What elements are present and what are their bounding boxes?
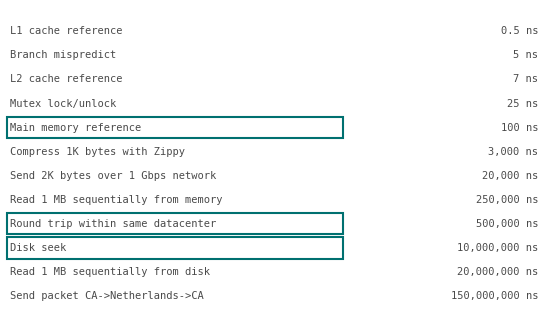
Text: Compress 1K bytes with Zippy: Compress 1K bytes with Zippy: [10, 147, 185, 157]
Text: L1 cache reference: L1 cache reference: [10, 26, 122, 36]
Text: 500,000 ns: 500,000 ns: [476, 219, 538, 229]
Text: Read 1 MB sequentially from memory: Read 1 MB sequentially from memory: [10, 195, 222, 205]
Text: 3,000 ns: 3,000 ns: [488, 147, 538, 157]
Text: Round trip within same datacenter: Round trip within same datacenter: [10, 219, 216, 229]
Text: Disk seek: Disk seek: [10, 243, 66, 253]
Text: 7 ns: 7 ns: [513, 74, 538, 84]
Text: 5 ns: 5 ns: [513, 50, 538, 60]
Text: L2 cache reference: L2 cache reference: [10, 74, 122, 84]
Text: 25 ns: 25 ns: [507, 99, 538, 108]
Text: 0.5 ns: 0.5 ns: [501, 26, 538, 36]
Text: 250,000 ns: 250,000 ns: [476, 195, 538, 205]
Text: Main memory reference: Main memory reference: [10, 123, 141, 133]
Text: Mutex lock/unlock: Mutex lock/unlock: [10, 99, 116, 108]
Text: 20,000,000 ns: 20,000,000 ns: [457, 267, 538, 277]
Text: 20,000 ns: 20,000 ns: [482, 171, 538, 181]
Text: Send packet CA->Netherlands->CA: Send packet CA->Netherlands->CA: [10, 291, 204, 301]
Text: 10,000,000 ns: 10,000,000 ns: [457, 243, 538, 253]
Text: 100 ns: 100 ns: [501, 123, 538, 133]
Text: Read 1 MB sequentially from disk: Read 1 MB sequentially from disk: [10, 267, 210, 277]
Text: 150,000,000 ns: 150,000,000 ns: [450, 291, 538, 301]
Text: Branch mispredict: Branch mispredict: [10, 50, 116, 60]
Text: Send 2K bytes over 1 Gbps network: Send 2K bytes over 1 Gbps network: [10, 171, 216, 181]
